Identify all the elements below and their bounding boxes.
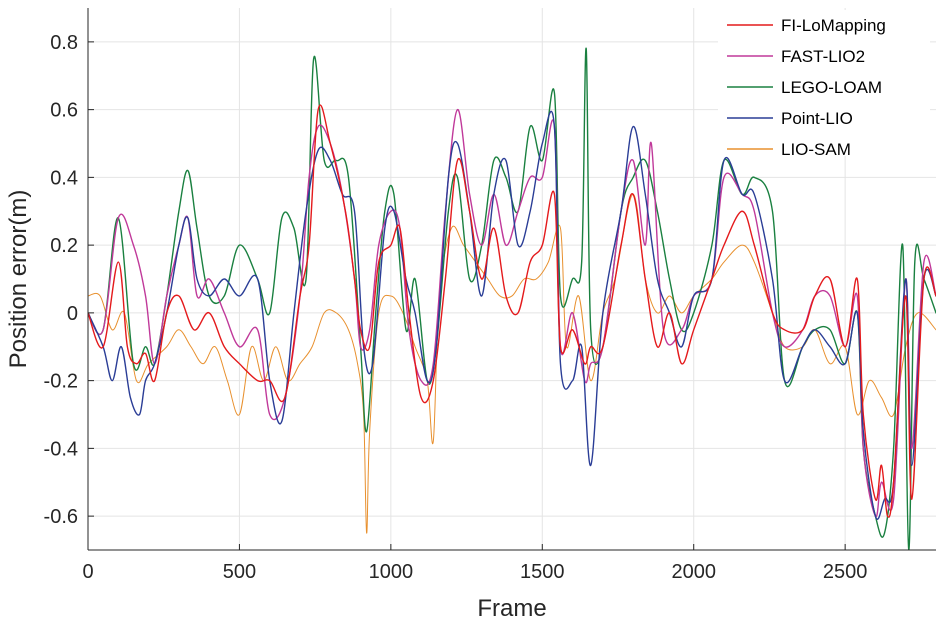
x-ticks: 0 500 1000 1500 2000 2500	[82, 544, 867, 583]
x-tick-label: 500	[223, 561, 256, 583]
legend-label-fast-lio2: FAST-LIO2	[781, 47, 865, 66]
y-tick-label: 0	[67, 303, 78, 325]
series-line-lego-loam	[88, 47, 936, 550]
legend-label-point-lio: Point-LIO	[781, 109, 853, 128]
legend-box	[718, 10, 930, 156]
axes	[87, 8, 936, 551]
y-tick-label: -0.4	[44, 438, 78, 460]
y-tick-label: -0.6	[44, 506, 78, 528]
y-tick-label: 0.6	[50, 100, 78, 122]
y-ticks: -0.6 -0.4 -0.2 0 0.2 0.4 0.6 0.8	[44, 32, 94, 528]
y-tick-label: 0.4	[50, 167, 78, 189]
series-group	[88, 47, 936, 550]
y-tick-label: 0.2	[50, 235, 78, 257]
x-tick-label: 2000	[671, 561, 716, 583]
x-tick-label: 0	[82, 561, 93, 583]
y-tick-label: 0.8	[50, 32, 78, 54]
x-axis-title: Frame	[477, 595, 546, 622]
series-line-fast-lio2	[88, 108, 936, 518]
legend: FI-LoMapping FAST-LIO2 LEGO-LOAM Point-LIO L…	[718, 10, 930, 159]
legend-label-lio-sam: LIO-SAM	[781, 140, 851, 159]
y-axis-title: Position error(m)	[5, 190, 32, 369]
x-tick-label: 2500	[823, 561, 868, 583]
series-line-fi-lomapping	[88, 104, 936, 518]
x-tick-label: 1000	[369, 561, 414, 583]
legend-label-lego-loam: LEGO-LOAM	[781, 78, 882, 97]
y-tick-label: -0.2	[44, 371, 78, 393]
series-line-point-lio	[88, 110, 936, 520]
legend-label-fi-lomapping: FI-LoMapping	[781, 16, 886, 35]
x-tick-label: 1500	[520, 561, 565, 583]
